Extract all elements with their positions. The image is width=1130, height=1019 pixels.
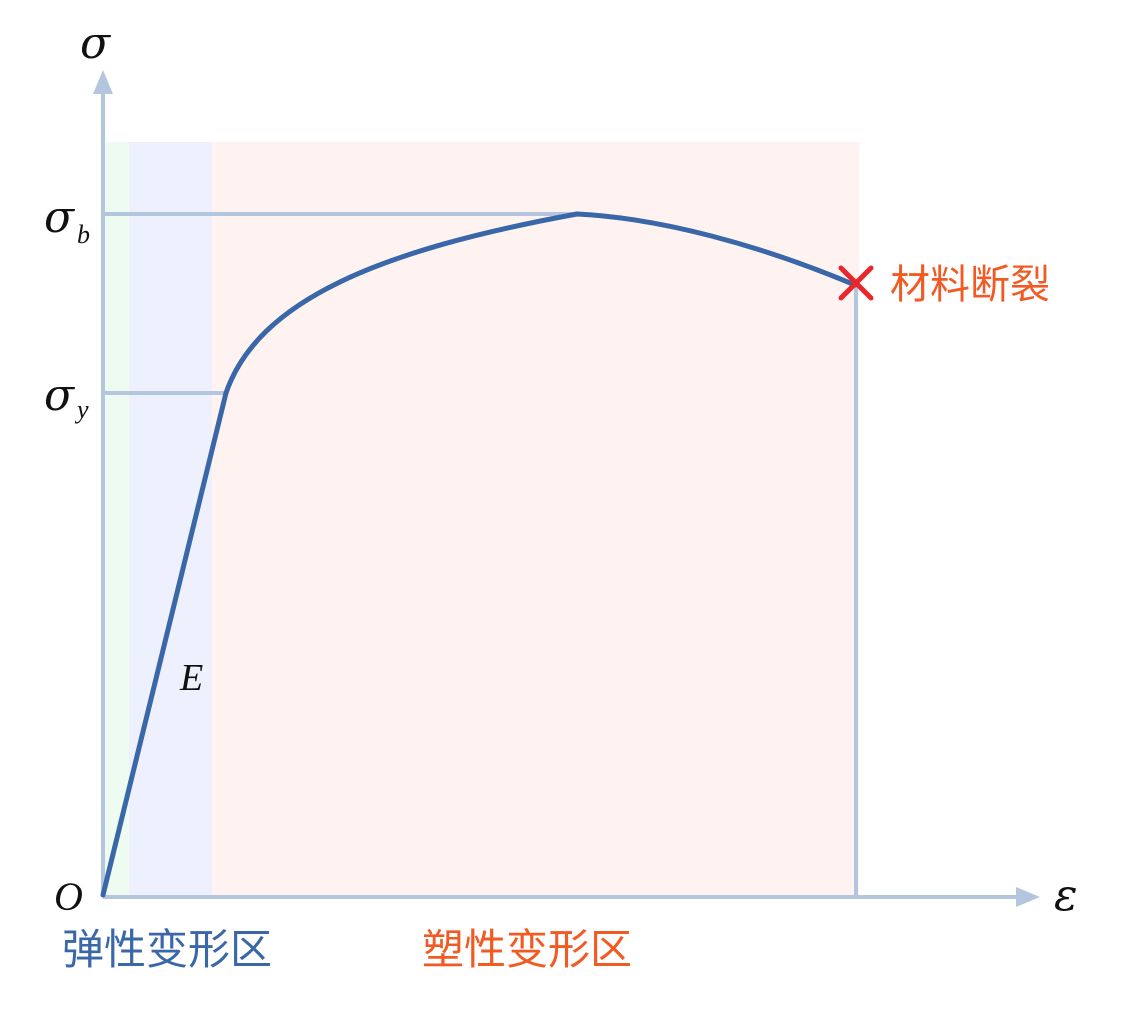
elastic-region-label: 弹性变形区: [62, 925, 272, 974]
sigma-b-label: σ: [44, 192, 76, 243]
sigma-y-subscript: y: [74, 395, 89, 424]
elastic-region-band: [129, 142, 212, 897]
sigma-b-subscript: b: [77, 220, 90, 249]
x-axis-arrow: [1016, 887, 1040, 907]
fracture-label: 材料断裂: [890, 262, 1050, 308]
modulus-label: E: [179, 657, 203, 699]
stress-strain-curve: [100, 211, 858, 898]
origin-label: O: [54, 874, 83, 919]
fracture-x-mark: [838, 265, 874, 301]
sigma-y-label: σ: [44, 370, 76, 421]
plastic-region-band: [212, 142, 859, 897]
y-axis-label: σ: [80, 18, 112, 69]
y-axis-arrow: [93, 70, 113, 94]
x-axis-label: ε: [1054, 870, 1078, 921]
plastic-region-label: 塑性变形区: [422, 925, 632, 974]
elastic-region-strip: [103, 142, 129, 897]
